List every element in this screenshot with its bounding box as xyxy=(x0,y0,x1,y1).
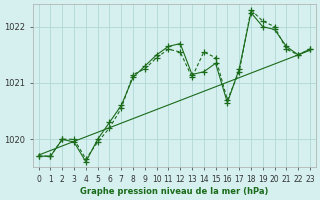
X-axis label: Graphe pression niveau de la mer (hPa): Graphe pression niveau de la mer (hPa) xyxy=(80,187,268,196)
